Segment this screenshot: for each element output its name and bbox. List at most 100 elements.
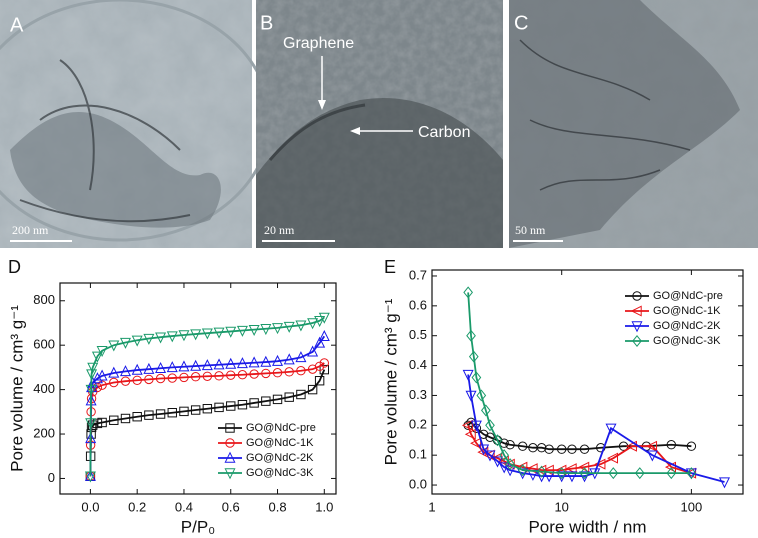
legend-label: GO@NdC-1K <box>653 305 721 317</box>
data-point <box>97 417 107 428</box>
data-point <box>190 359 202 371</box>
y-tick-label: 0.4 <box>409 357 427 372</box>
data-point <box>499 449 509 462</box>
data-point <box>476 389 487 402</box>
data-point <box>190 405 201 415</box>
data-point <box>272 323 284 335</box>
y-tick-label: 0.1 <box>409 447 427 462</box>
data-point <box>465 390 477 402</box>
data-point <box>249 369 259 379</box>
x-axis-label: P/P₀ <box>181 517 215 536</box>
y-tick-label: 0.0 <box>409 476 427 491</box>
y-axis-label: Pore volume / cm³ g⁻¹ <box>7 305 26 472</box>
data-point <box>91 351 103 363</box>
data-point <box>85 418 97 430</box>
data-point <box>131 335 143 347</box>
panel-label: B <box>260 12 273 34</box>
panel-label: A <box>10 14 24 36</box>
x-tick-label: 0.8 <box>268 499 286 514</box>
data-point <box>579 444 590 454</box>
y-tick-label: 0.2 <box>409 417 427 432</box>
data-point <box>109 377 119 388</box>
data-point <box>214 371 224 381</box>
data-point <box>202 371 213 381</box>
data-point <box>556 444 567 454</box>
data-point <box>202 404 213 414</box>
data-point <box>565 463 577 475</box>
data-point <box>566 471 578 483</box>
data-point <box>272 368 283 378</box>
x-tick-label: 0.2 <box>128 499 146 514</box>
data-point <box>556 471 568 483</box>
data-point <box>284 392 294 402</box>
data-point <box>468 350 479 363</box>
data-point <box>296 366 306 376</box>
data-point <box>166 361 178 373</box>
y-tick-label: 400 <box>33 381 55 396</box>
data-point <box>483 449 495 461</box>
data-point <box>96 369 108 381</box>
data-point <box>178 360 190 372</box>
data-point <box>225 357 237 369</box>
data-point <box>119 337 132 349</box>
y-tick-label: 0.5 <box>409 327 427 342</box>
legend-label: GO@NdC-3K <box>246 467 314 479</box>
data-point <box>167 408 177 418</box>
data-point <box>470 437 482 449</box>
data-point <box>213 327 225 339</box>
data-point <box>608 467 619 480</box>
data-point <box>167 373 177 383</box>
data-point <box>283 353 295 365</box>
data-point <box>155 373 166 384</box>
data-point <box>155 332 167 344</box>
data-point <box>307 318 319 330</box>
y-tick-label: 0.3 <box>409 387 427 402</box>
data-point <box>314 316 326 328</box>
data-point <box>91 372 103 384</box>
data-point <box>307 384 318 395</box>
data-point <box>606 452 619 464</box>
data-point <box>492 434 503 447</box>
legend-label: GO@NdC-pre <box>653 290 723 302</box>
legend-label: GO@NdC-3K <box>653 335 721 347</box>
panel-label: D <box>8 257 21 277</box>
data-point <box>213 358 225 370</box>
scale-bar-label: 200 nm <box>12 223 49 237</box>
data-point <box>261 368 271 379</box>
data-point <box>478 444 490 456</box>
data-point <box>470 420 482 432</box>
data-point <box>132 412 142 422</box>
data-point <box>295 320 307 332</box>
data-point <box>517 464 528 477</box>
y-tick-label: 0.7 <box>409 267 427 282</box>
data-point <box>686 441 697 451</box>
scale-bar-label: 20 nm <box>264 223 295 237</box>
data-point <box>536 443 547 453</box>
data-point <box>461 419 473 431</box>
data-point <box>646 440 658 452</box>
data-point <box>260 355 272 367</box>
data-point <box>283 321 295 333</box>
data-point <box>272 394 283 405</box>
data-point <box>605 423 617 435</box>
data-point <box>131 363 143 375</box>
data-point <box>536 465 547 478</box>
data-point <box>718 477 731 489</box>
data-point <box>463 286 473 299</box>
data-point <box>201 328 213 340</box>
data-point <box>319 364 330 375</box>
data-point <box>190 329 202 341</box>
data-point <box>120 413 131 424</box>
data-point <box>237 400 248 410</box>
x-tick-label: 100 <box>681 499 703 514</box>
data-point <box>499 438 509 448</box>
plot-frame <box>59 282 337 495</box>
data-point <box>226 401 236 411</box>
data-point <box>143 362 155 374</box>
legend-label: GO@NdC-1K <box>246 437 314 449</box>
legend-marker <box>225 423 235 433</box>
data-point <box>664 461 676 473</box>
y-axis-label: Pore volume / cm³ g⁻¹ <box>381 298 400 465</box>
data-point <box>625 440 637 452</box>
legend-marker <box>225 438 235 448</box>
